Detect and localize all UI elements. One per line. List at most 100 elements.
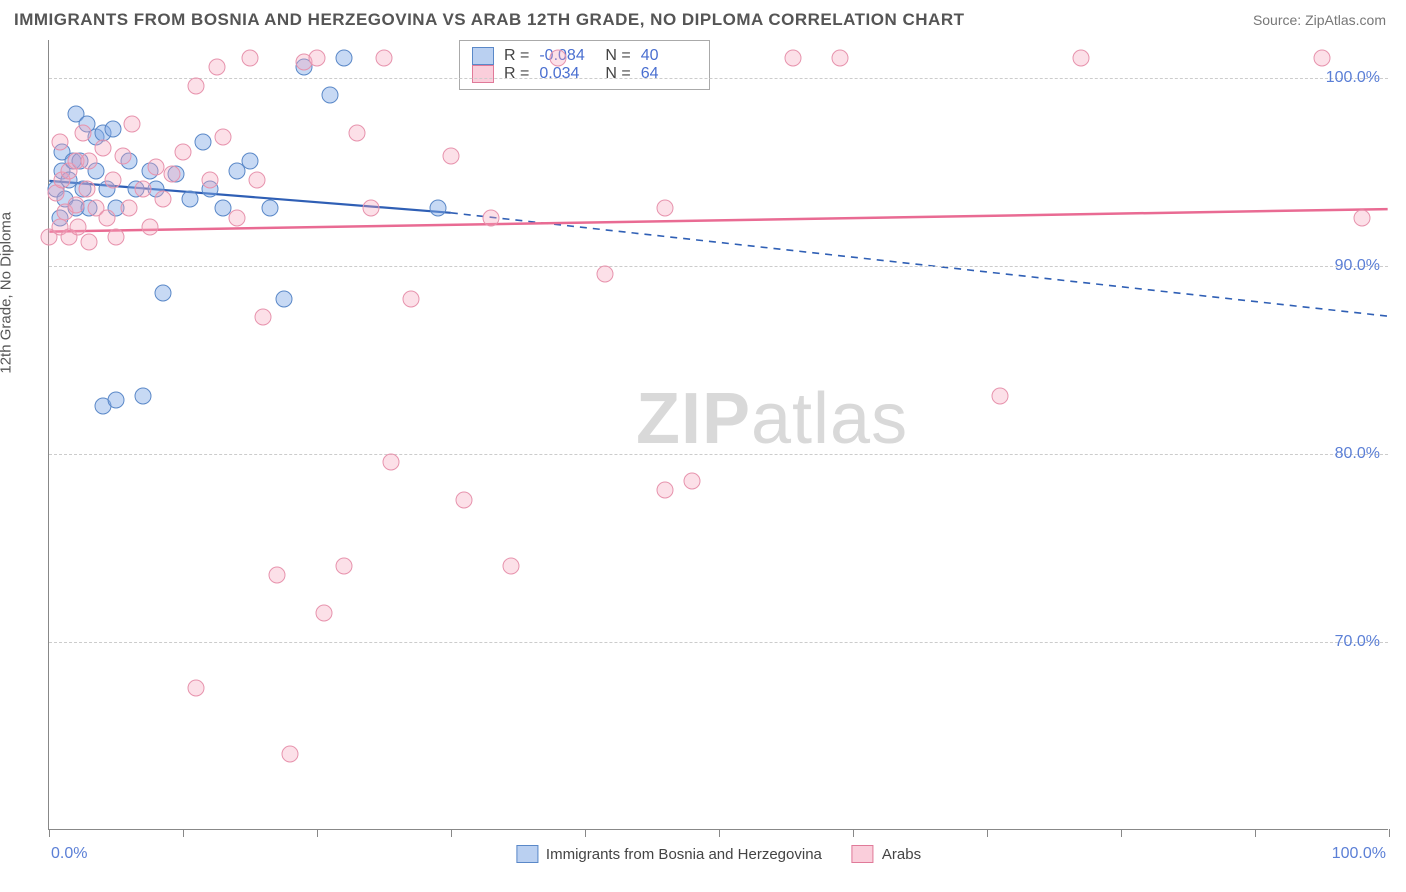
data-point [503,557,520,574]
data-point [262,200,279,217]
gridline [49,642,1388,643]
x-tick [1255,829,1256,837]
y-tick-label: 80.0% [1335,445,1380,463]
swatch-blue [516,845,538,863]
correlation-legend: R = -0.084 N = 40 R = 0.034 N = 64 [459,40,710,90]
data-point [181,190,198,207]
n-label: N = [605,47,630,65]
data-point [784,49,801,66]
data-point [992,388,1009,405]
data-point [175,143,192,160]
y-tick-label: 70.0% [1335,633,1380,651]
source-attribution: Source: ZipAtlas.com [1253,12,1386,28]
data-point [684,473,701,490]
legend-label-bosnia: Immigrants from Bosnia and Herzegovina [546,846,822,863]
data-point [282,745,299,762]
data-point [195,134,212,151]
data-point [335,49,352,66]
data-point [275,290,292,307]
y-tick-label: 100.0% [1326,69,1380,87]
data-point [322,87,339,104]
data-point [657,200,674,217]
data-point [154,190,171,207]
data-point [242,49,259,66]
x-tick [987,829,988,837]
gridline [49,454,1388,455]
data-point [657,482,674,499]
watermark-bold: ZIP [636,379,751,459]
n-value-bosnia: 40 [641,47,697,65]
data-point [362,200,379,217]
source-prefix: Source: [1253,12,1305,28]
x-max-label: 100.0% [1332,845,1386,863]
y-tick-label: 90.0% [1335,257,1380,275]
data-point [443,147,460,164]
chart-title: IMMIGRANTS FROM BOSNIA AND HERZEGOVINA V… [14,10,965,30]
data-point [188,78,205,95]
data-point [242,153,259,170]
r-label: R = [504,47,529,65]
data-point [164,166,181,183]
y-axis-label: 12th Grade, No Diploma [0,212,15,374]
data-point [108,228,125,245]
legend-item-arabs: Arabs [852,845,921,863]
data-point [831,49,848,66]
data-point [1354,209,1371,226]
data-point [51,134,68,151]
data-point [94,140,111,157]
data-point [597,266,614,283]
swatch-pink [852,845,874,863]
legend-item-bosnia: Immigrants from Bosnia and Herzegovina [516,845,822,863]
gridline [49,266,1388,267]
data-point [74,125,91,142]
x-tick [719,829,720,837]
data-point [121,200,138,217]
plot-area: ZIPatlas R = -0.084 N = 40 R = 0.034 N =… [48,40,1388,830]
data-point [402,290,419,307]
data-point [105,172,122,189]
r-label: R = [504,65,529,83]
swatch-blue [472,47,494,65]
n-label: N = [605,65,630,83]
data-point [1072,49,1089,66]
x-tick [585,829,586,837]
source-link[interactable]: ZipAtlas.com [1305,12,1386,28]
data-point [248,172,265,189]
data-point [1314,49,1331,66]
series-legend: Immigrants from Bosnia and Herzegovina A… [516,845,921,863]
watermark: ZIPatlas [636,378,908,460]
data-point [134,181,151,198]
data-point [81,234,98,251]
n-value-arabs: 64 [641,65,697,83]
data-point [382,454,399,471]
data-point [429,200,446,217]
r-value-arabs: 0.034 [539,65,595,83]
data-point [141,219,158,236]
legend-label-arabs: Arabs [882,846,921,863]
data-point [67,196,84,213]
data-point [201,172,218,189]
data-point [550,49,567,66]
x-tick [317,829,318,837]
data-point [148,158,165,175]
x-tick [853,829,854,837]
data-point [81,153,98,170]
data-point [98,209,115,226]
legend-row-arabs: R = 0.034 N = 64 [472,65,697,83]
r-value-bosnia: -0.084 [539,47,595,65]
data-point [78,181,95,198]
watermark-light: atlas [751,379,908,459]
data-point [215,128,232,145]
data-point [70,219,87,236]
data-point [114,147,131,164]
data-point [154,284,171,301]
legend-row-bosnia: R = -0.084 N = 40 [472,47,697,65]
data-point [188,679,205,696]
data-point [268,567,285,584]
data-point [315,604,332,621]
data-point [309,49,326,66]
data-point [483,209,500,226]
x-tick [1121,829,1122,837]
x-tick [451,829,452,837]
x-tick [183,829,184,837]
